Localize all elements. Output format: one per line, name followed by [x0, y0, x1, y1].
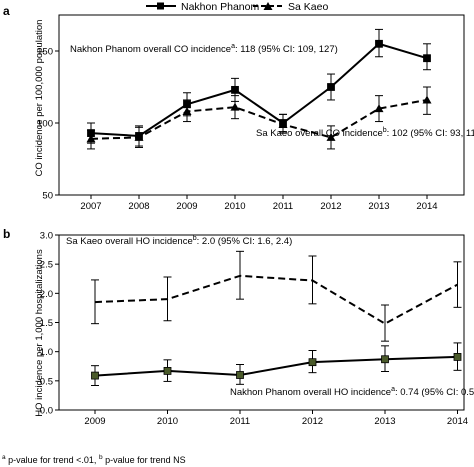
panel-a-chart: a Nakhon Phanom Sa Kaeo CO incidence per…: [3, 1, 474, 212]
annotation-sakaeo-co: Sa Kaeo overall CO incidenceb: 102 (95% …: [256, 127, 474, 139]
panel-b-x-tick-label: 2013: [374, 416, 395, 427]
panel-a-sa-kaeo-point: [86, 134, 96, 143]
annotation-nakhon-co: Nakhon Phanom overall CO incidencea: 118…: [70, 43, 338, 55]
panel-b-x-tick-label: 2011: [230, 416, 250, 427]
legend-nakhon-label: Nakhon Phanom: [181, 1, 259, 13]
panel-b-y-tick-label: 1.0: [40, 347, 53, 358]
panel-a-sa-kaeo-point: [278, 119, 288, 128]
footnote: a p-value for trend <.01, b p-value for …: [2, 454, 186, 465]
panel-b-sa-kaeo-line: [94, 274, 458, 325]
legend-sakaeo-marker: [263, 2, 273, 10]
panel-a-sa-kaeo-point: [374, 104, 384, 113]
annotation-sakaeo-ho: Sa Kaeo overall HO incidenceb: 2.0 (95% …: [66, 235, 292, 247]
panel-a-x-tick-label: 2014: [416, 201, 437, 212]
panel-a-nakhon-phanom-point: [423, 54, 431, 63]
panel-b-x-tick-label: 2009: [84, 416, 105, 427]
panel-b-y-tick-label: 2.0: [40, 289, 53, 300]
panel-a-x-tick-label: 2008: [128, 201, 149, 212]
panel-a-nakhon-phanom-line: [90, 42, 428, 137]
panel-a-y-tick-label: 50: [42, 191, 53, 202]
panel-a-frame: [58, 14, 465, 196]
panel-b-y-axis-label: HO incidence per 1,000 hospitalizations: [34, 249, 45, 417]
panel-a-x-tick-label: 2009: [176, 201, 197, 212]
panel-a-y-axis-label: CO incidence per 100,000 population: [34, 20, 45, 177]
panel-a-y-tick-label: 150: [37, 47, 53, 58]
panel-b-nakhon-phanom-point: [163, 367, 172, 375]
panel-b-label: b: [3, 227, 10, 241]
panel-a-nakhon-phanom-point: [327, 83, 335, 91]
panel-b-nakhon-phanom-point: [453, 353, 462, 361]
panel-a-x-tick-label: 2013: [368, 201, 389, 212]
legend-sakaeo-label: Sa Kaeo: [288, 1, 328, 13]
legend-nakhon-marker: [157, 2, 164, 10]
panel-a-x-tick-label: 2011: [273, 201, 293, 212]
panel-b-nakhon-phanom-point: [236, 371, 244, 379]
panel-a-sa-kaeo-point: [230, 102, 240, 111]
panel-a-plot-area: 50 100 150 2007 2008 2009 2010 2011 2012 2013 2014: [37, 14, 465, 212]
panel-a-nakhon-phanom-point: [375, 39, 383, 48]
panel-a-label: a: [3, 4, 10, 18]
panel-a-x-tick-label: 2007: [80, 201, 101, 212]
panel-b-frame: [58, 234, 465, 411]
panel-b-plot-area: 0.0 0.5 1.0 1.5 2.0 2.5 3.0 2009 2010 2011 2012 201…: [40, 231, 468, 428]
panel-b-chart: b HO incidence per 1,000 hospitalization…: [3, 227, 474, 427]
panel-a-x-tick-label: 2012: [320, 201, 341, 212]
panel-a-x-tick-label: 2010: [224, 201, 245, 212]
panel-b-x-tick-label: 2010: [157, 416, 178, 427]
panel-b-y-tick-label: 3.0: [40, 231, 53, 242]
panel-a-sa-kaeo-point: [134, 132, 144, 141]
panel-a-nakhon-phanom-point: [231, 85, 239, 94]
panel-b-y-tick-label: 0.0: [40, 406, 53, 417]
panel-a-sa-kaeo-point: [326, 132, 336, 141]
panel-b-y-tick-label: 1.5: [40, 318, 53, 329]
panel-a-sa-kaeo-point: [422, 95, 432, 104]
legend: Nakhon Phanom Sa Kaeo: [146, 1, 328, 13]
panel-b-y-tick-label: 0.5: [40, 376, 53, 387]
panel-a-sa-kaeo-point: [182, 106, 192, 115]
panel-b-x-tick-label: 2012: [302, 416, 323, 427]
panel-b-nakhon-phanom-point: [91, 371, 99, 380]
panel-b-nakhon-phanom-point: [381, 355, 389, 364]
panel-b-x-tick-label: 2014: [447, 416, 468, 427]
panel-a-sa-kaeo-line: [90, 98, 428, 140]
panel-b-nakhon-phanom-line: [94, 355, 458, 377]
annotation-nakhon-ho: Nakhon Phanom overall HO incidencea: 0.7…: [230, 386, 474, 398]
panel-b-y-tick-label: 2.5: [40, 260, 53, 271]
panel-b-nakhon-phanom-point: [308, 358, 317, 367]
panel-a-y-tick-label: 100: [37, 119, 53, 130]
